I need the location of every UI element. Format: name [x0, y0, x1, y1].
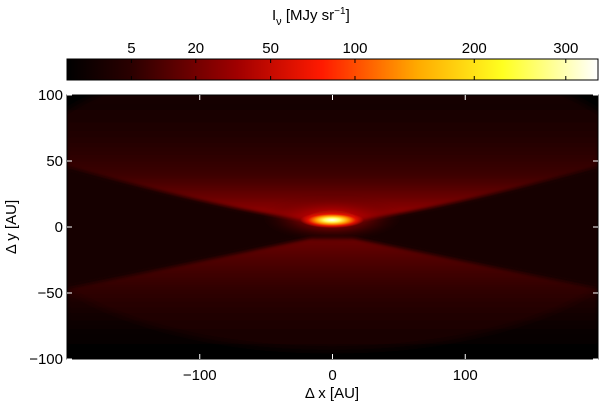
colorbar-tick-label: 300 [553, 40, 578, 57]
colorbar: Iν [MJy sr−1] 5 20 50 100 200 300 [66, 6, 599, 81]
colorbar-ticks: 5 20 50 100 200 300 [127, 40, 578, 80]
colorbar-label: Iν [MJy sr−1] [272, 6, 350, 28]
x-axis: −100 0 100 [183, 95, 478, 384]
colorbar-tick-label: 20 [187, 40, 204, 57]
y-tick-label: 0 [55, 219, 63, 236]
y-tick-label: −100 [29, 351, 63, 368]
colorbar-tick-label: 50 [262, 40, 279, 57]
x-tick-label: 100 [453, 367, 478, 384]
x-axis-label: Δ x [AU] [305, 385, 359, 402]
central-source [300, 212, 364, 228]
colorbar-tick-label: 200 [462, 40, 487, 57]
colorbar-tick-label: 5 [127, 40, 135, 57]
y-axis: 100 50 0 −50 −100 [29, 87, 598, 368]
y-tick-label: −50 [38, 285, 63, 302]
x-tick-label: 0 [328, 367, 336, 384]
y-axis-label: Δ y [AU] [3, 200, 20, 254]
upper-scattered-surface [67, 95, 598, 220]
y-tick-label: 100 [38, 87, 63, 104]
y-tick-label: 50 [46, 153, 63, 170]
x-tick-label: −100 [183, 367, 217, 384]
colorbar-tick-label: 100 [342, 40, 367, 57]
colorbar-gradient [66, 58, 599, 81]
plot-area [67, 95, 598, 359]
lower-scattered-surface [67, 238, 598, 359]
